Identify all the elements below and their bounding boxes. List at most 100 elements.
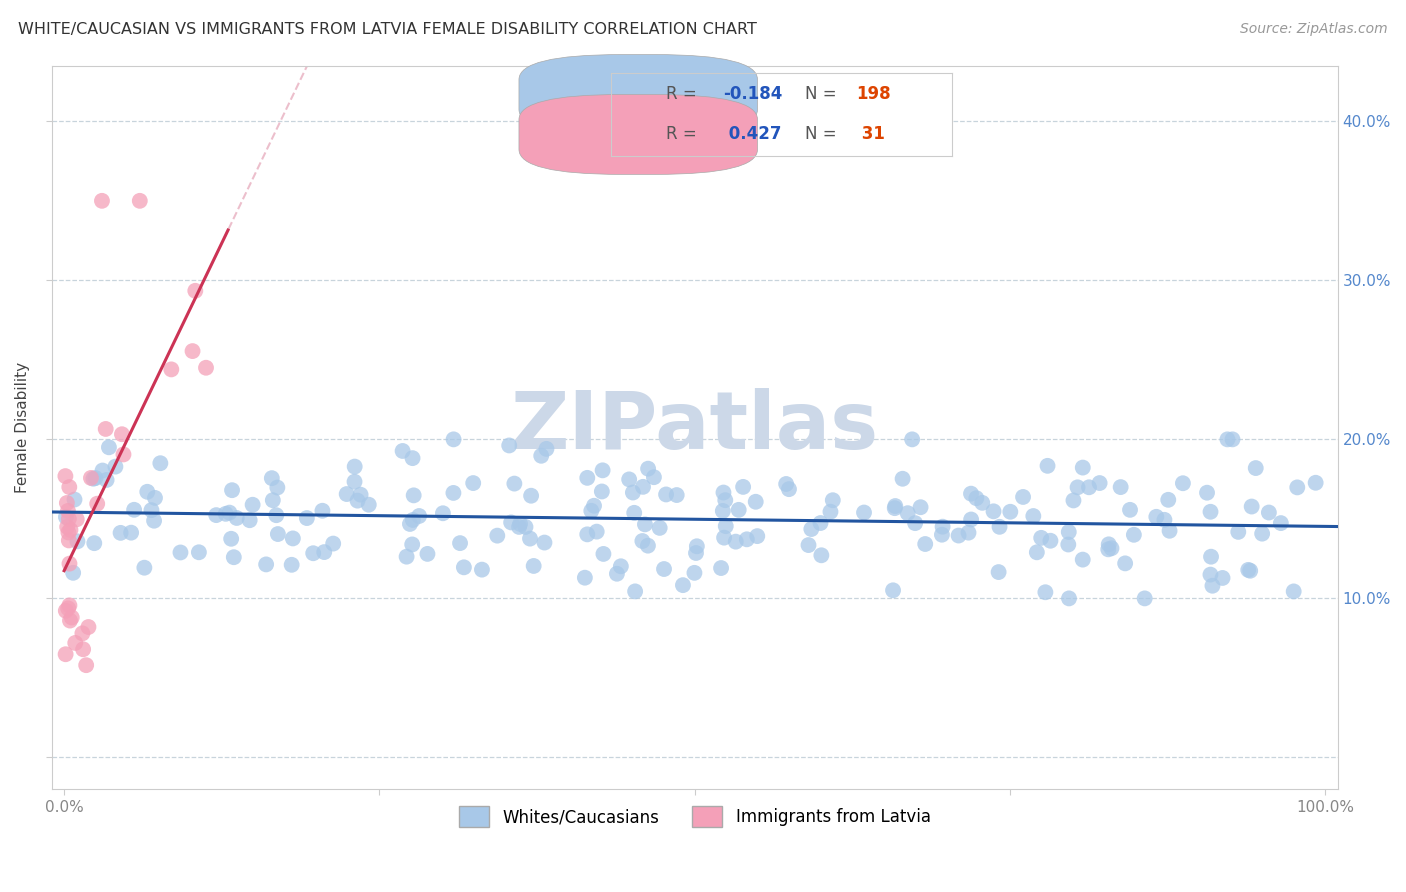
Point [94,422,117,436]
Point [509,516,531,531]
Point [714,519,737,533]
Point [486,528,509,542]
Point [402,513,425,527]
Point [724,534,747,549]
Point [416,547,439,561]
Point [134,560,156,574]
Point [266,508,288,523]
Point [735,533,758,547]
Point [1066,480,1088,494]
Point [401,451,423,466]
Point [683,566,706,580]
Point [432,506,454,520]
Point [988,520,1011,534]
Point [713,485,735,500]
Point [58,557,80,571]
Point [574,571,596,585]
Point [1244,461,1267,475]
Point [1012,490,1035,504]
Point [533,535,555,549]
Point [891,472,914,486]
Point [1101,541,1123,556]
Point [1133,591,1156,606]
Point [960,512,983,526]
Point [610,559,633,574]
Point [1216,433,1239,447]
Point [710,561,733,575]
Point [66,512,89,526]
Point [1078,480,1101,494]
Point [395,549,418,564]
Point [82,472,104,486]
Point [643,470,665,484]
Legend: Whites/Caucasians, Immigrants from Latvia: Whites/Caucasians, Immigrants from Latvi… [450,798,939,835]
Point [59,523,82,537]
Point [1031,531,1053,545]
Point [503,476,526,491]
Point [884,499,907,513]
Point [1239,564,1261,578]
Point [606,566,628,581]
Point [75,658,97,673]
Point [901,433,924,447]
Point [225,511,247,525]
Point [322,536,344,550]
Point [1071,460,1094,475]
Point [443,433,465,447]
Point [343,459,366,474]
Point [686,539,709,553]
Point [810,549,832,563]
Point [1035,585,1057,599]
Point [648,521,671,535]
Point [221,483,243,498]
Point [399,516,422,531]
Point [800,522,823,536]
Point [136,484,159,499]
Point [55,469,77,483]
Point [637,461,659,475]
Point [1305,475,1327,490]
Point [104,459,127,474]
Point [592,547,614,561]
Point [948,528,970,542]
Point [1071,552,1094,566]
Point [778,482,800,496]
Point [1159,524,1181,538]
Point [58,512,80,526]
Point [195,360,218,375]
Point [66,534,89,549]
Point [536,442,558,456]
Point [1025,545,1047,559]
Point [242,498,264,512]
Point [624,584,647,599]
Point [498,438,520,452]
Point [1057,524,1080,539]
Point [1036,458,1059,473]
Point [910,500,932,515]
Point [401,537,423,551]
Point [184,284,207,298]
Point [55,647,77,661]
Point [83,536,105,550]
Point [744,495,766,509]
Point [520,489,543,503]
Point [471,563,494,577]
Point [311,504,333,518]
Point [1122,528,1144,542]
Point [1222,433,1244,447]
Point [515,520,537,534]
Point [1199,505,1222,519]
Point [631,534,654,549]
Point [883,501,905,516]
Point [80,471,103,485]
Point [112,447,135,461]
Point [218,506,240,520]
Point [1022,509,1045,524]
Point [931,527,953,541]
Point [1098,537,1121,551]
Point [143,491,166,505]
Text: ZIPatlas: ZIPatlas [510,388,879,467]
Point [665,488,688,502]
Point [449,536,471,550]
Point [111,427,134,442]
